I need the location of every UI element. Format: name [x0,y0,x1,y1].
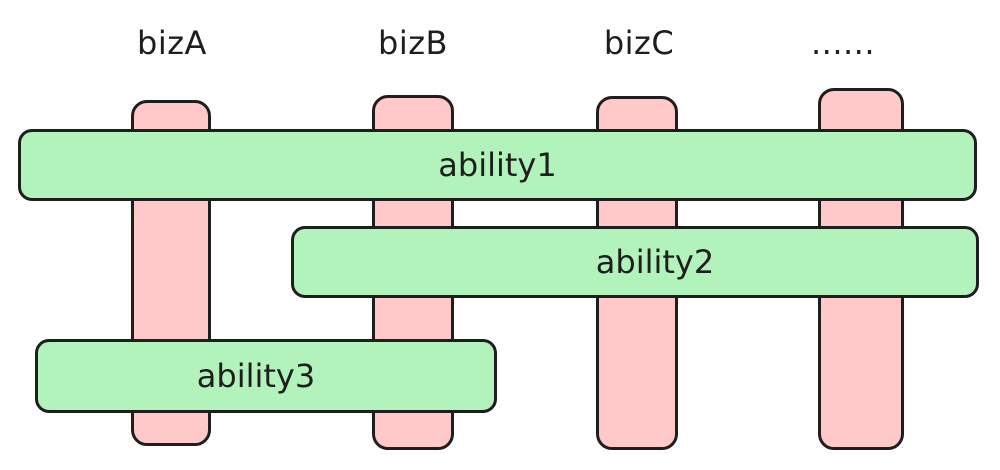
column-label-more: ...... [810,24,876,62]
ability-bar-2: ability2 [291,226,979,298]
column-label-bizA: bizA [137,24,207,62]
ability-label-2: ability2 [595,243,715,281]
column-label-bizB: bizB [378,24,448,62]
ability-bar-3: ability3 [35,339,497,413]
column-label-bizC: bizC [603,24,675,62]
ability-label-1: ability1 [438,146,557,184]
ability-bar-1: ability1 [18,129,977,201]
ability-label-3: ability3 [196,357,316,395]
